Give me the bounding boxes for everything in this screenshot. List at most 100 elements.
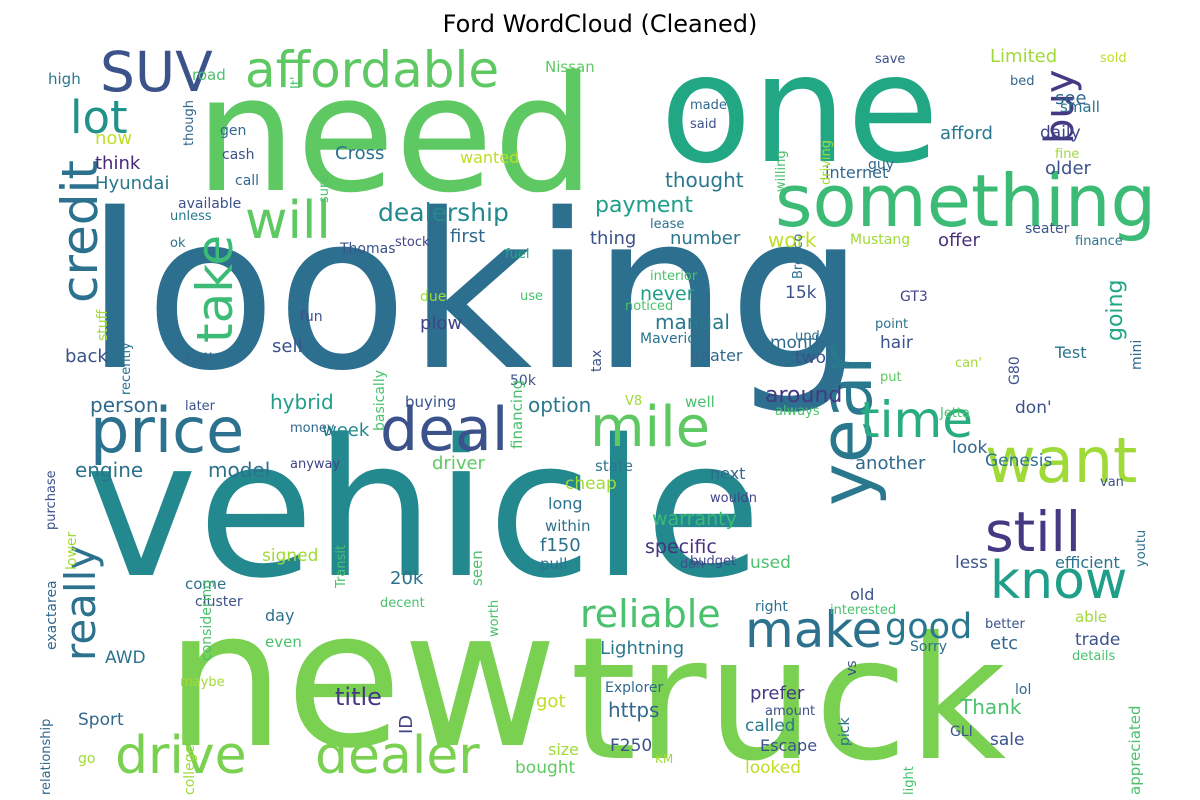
- word-signed: signed: [262, 546, 319, 566]
- word-day: day: [265, 606, 295, 625]
- word-suv: SUV: [100, 40, 213, 104]
- word-nissan: Nissan: [545, 58, 595, 76]
- word-efficient: efficient: [1055, 553, 1120, 572]
- word-trade: trade: [1075, 630, 1121, 650]
- word-plow: plow: [420, 313, 463, 334]
- word-well: well: [685, 393, 715, 411]
- word-pick: pick: [837, 717, 853, 746]
- word-20k: 20k: [390, 568, 424, 589]
- word-maybe: maybe: [180, 675, 225, 690]
- word-pull: pull: [540, 555, 568, 573]
- word-never: never: [640, 283, 695, 305]
- word-able: able: [1075, 608, 1108, 626]
- word-km: KM: [655, 752, 674, 766]
- word-buying: buying: [405, 393, 457, 411]
- word-relationship: relationship: [39, 718, 54, 795]
- word-sold: sold: [1100, 51, 1127, 66]
- word-fine: fine: [1055, 147, 1080, 162]
- word-id: ID: [396, 714, 417, 734]
- word-want: want: [985, 424, 1138, 497]
- word-within: within: [545, 517, 591, 535]
- word-need: need: [195, 41, 595, 228]
- word-road: road: [192, 66, 226, 84]
- word-seater: seater: [1025, 221, 1070, 237]
- word-sorry: Sorry: [910, 639, 948, 655]
- word-around: around: [765, 383, 843, 408]
- word-cluster: cluster: [195, 594, 243, 610]
- word-bronco: Bronco: [791, 233, 806, 279]
- word-15k: 15k: [785, 283, 817, 303]
- word-manual: manual: [655, 310, 730, 334]
- word-thought: thought: [665, 168, 744, 192]
- word-go: go: [78, 751, 96, 767]
- word-got: got: [536, 691, 566, 712]
- word-basically: basically: [372, 370, 388, 431]
- word-update: update: [795, 329, 841, 344]
- word-internet: internet: [825, 163, 889, 182]
- word-finance: finance: [1075, 234, 1123, 249]
- word-lower: lower: [64, 531, 80, 570]
- word-maverick: Maverick: [640, 331, 704, 347]
- word-affordable: affordable: [245, 41, 500, 99]
- word-warranty: warranty: [652, 508, 737, 530]
- word-driver: driver: [432, 453, 485, 474]
- word-bed: bed: [1010, 74, 1035, 89]
- word-seen: seen: [468, 550, 486, 586]
- word-dealer: dealer: [315, 726, 480, 786]
- word-older: older: [1045, 158, 1091, 179]
- word-work: work: [768, 228, 817, 252]
- word-test: Test: [1055, 343, 1087, 362]
- word-fun: fun: [300, 309, 323, 325]
- word-good: good: [885, 607, 973, 647]
- word-cross: Cross: [335, 143, 385, 164]
- word-don: don': [1015, 398, 1052, 418]
- word-take: take: [186, 234, 244, 343]
- word-later: later: [185, 399, 216, 414]
- word-afford: afford: [940, 123, 993, 144]
- word-specific: specific: [645, 536, 717, 558]
- word-point: point: [875, 317, 909, 332]
- word-another: another: [855, 453, 926, 474]
- word-small: small: [1060, 98, 1100, 116]
- word-stock: stock: [395, 235, 430, 250]
- word-gli: GLI: [950, 724, 973, 740]
- word-month: month: [770, 333, 826, 353]
- word-transit: Transit: [334, 544, 349, 588]
- word-still: still: [985, 500, 1082, 564]
- word-drive: drive: [115, 726, 247, 786]
- word-wanted: wanted: [460, 148, 520, 167]
- word-offer: offer: [938, 230, 980, 251]
- word-truck: truck: [570, 601, 1007, 799]
- word-option: option: [528, 393, 592, 417]
- word-called: called: [745, 716, 796, 736]
- word-lightning: Lightning: [600, 638, 685, 659]
- word-anyway: anyway: [290, 457, 341, 472]
- word-wouldn: wouldn: [710, 491, 757, 506]
- word-first: first: [450, 226, 486, 247]
- word-driving: driving: [819, 139, 834, 185]
- word-vs: vs: [844, 660, 860, 676]
- word-one: one: [660, 23, 940, 197]
- word-though: though: [182, 99, 197, 146]
- word-old: old: [850, 585, 875, 604]
- word-guy: guy: [868, 157, 895, 173]
- word-right: right: [755, 599, 788, 615]
- word-see: see: [1055, 88, 1087, 109]
- word-g80: G80: [1007, 356, 1023, 385]
- word-can: can': [955, 356, 982, 371]
- word-lease: lease: [650, 217, 685, 232]
- word-call: call: [235, 173, 260, 189]
- word-prefer: prefer: [750, 683, 805, 704]
- word-due: due: [420, 289, 447, 305]
- word-payment: payment: [595, 193, 694, 218]
- word-reliable: reliable: [580, 592, 721, 636]
- word-vehicle: vehicle: [85, 399, 762, 620]
- word-f150: f150: [540, 535, 581, 556]
- word-don: don: [680, 557, 705, 572]
- word-fuel: fuel: [505, 247, 530, 262]
- word-appreciated: appreciated: [1126, 705, 1144, 795]
- word-ok: ok: [170, 236, 186, 251]
- word-50k: 50k: [510, 373, 536, 389]
